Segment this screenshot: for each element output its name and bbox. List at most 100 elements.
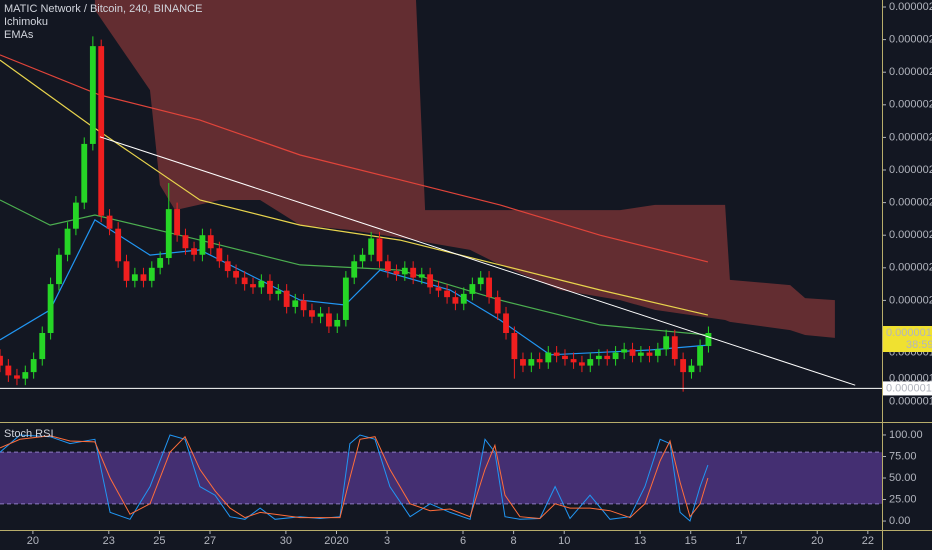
candle-body (174, 209, 181, 236)
x-tick-label: 20 (811, 535, 823, 547)
candle-body (148, 267, 155, 281)
candle-body (477, 277, 484, 285)
candle-body (216, 248, 223, 262)
indicator-label: Ichimoku (4, 16, 48, 28)
candle-body (56, 254, 62, 285)
candle-body (562, 355, 568, 360)
symbol-title: MATIC Network / Bitcoin, 240, BINANCE (4, 3, 202, 15)
candle-body (47, 284, 54, 334)
candle-body (317, 313, 324, 317)
candle-body (705, 333, 712, 347)
candle-body (621, 349, 628, 353)
ema-line (0, 199, 708, 336)
x-tick-label: 25 (153, 535, 165, 547)
x-tick-label: 22 (862, 535, 874, 547)
candle-body (39, 333, 46, 360)
candle-body (300, 300, 307, 311)
candle-body (165, 209, 172, 259)
price-pane (0, 0, 882, 392)
candle-body (511, 333, 518, 360)
candle-body (553, 352, 560, 356)
y-tick-label: 75.00 (889, 450, 917, 462)
y-tick-label: 0.00 (889, 515, 910, 527)
candle-body (486, 277, 492, 298)
candle-body (587, 359, 594, 366)
stoch-line (0, 435, 709, 520)
indicator-label: EMAs (4, 29, 34, 41)
candle-body (671, 336, 678, 360)
hline-label-box (883, 381, 932, 396)
y-tick-label: 0.00000260 (889, 99, 932, 111)
candle-body (275, 290, 282, 294)
x-tick-label: 6 (460, 535, 466, 547)
x-tick-label: 20 (27, 535, 39, 547)
candle-body (545, 352, 552, 363)
candle-body (393, 271, 400, 275)
x-tick-label: 3 (384, 535, 390, 547)
candle-body (654, 349, 661, 356)
candle-body (98, 46, 105, 216)
candle-body (435, 287, 442, 291)
price-labels: 0.000001840.000001760.000001690.00000173… (883, 326, 932, 407)
ichimoku-cloud (94, 0, 835, 338)
candle-body (579, 362, 585, 366)
candle-body (520, 359, 526, 366)
candle-body (629, 349, 636, 356)
y-tick-label: 0.00000210 (889, 262, 932, 274)
candle-body (250, 284, 256, 288)
last-price-box (883, 326, 932, 353)
price-label: 0.00000169 (889, 395, 932, 407)
candle-body (359, 254, 366, 262)
y-tick-label: 100.00 (889, 429, 923, 441)
candle-body (637, 352, 644, 356)
candle-body (22, 372, 29, 379)
y-tick-label: 0.00000240 (889, 164, 932, 176)
x-tick-label: 8 (511, 535, 517, 547)
candle-body (368, 238, 375, 255)
axes: 0.00000290 0.00000280 0.00000270 0.00000260… (27, 1, 932, 547)
candle-body (0, 355, 3, 366)
x-tick-label: 27 (204, 535, 216, 547)
x-tick-label: 13 (634, 535, 646, 547)
candle-body (384, 261, 391, 272)
candle-body (309, 310, 315, 317)
countdown-label: 38:59 (906, 339, 932, 351)
x-tick-label: 30 (280, 535, 292, 547)
candle-body (191, 248, 197, 255)
candle-body (182, 235, 189, 249)
candle-body (157, 258, 164, 268)
candle-body (376, 238, 383, 262)
candle-body (72, 202, 79, 229)
candle-body (680, 359, 687, 373)
candle-body (494, 297, 501, 314)
stoch-line (0, 434, 709, 522)
candle-body (233, 271, 239, 278)
candle-body (570, 359, 577, 363)
candle-body (469, 284, 476, 294)
stoch-pane (0, 434, 882, 522)
y-tick-label: 0.00000250 (889, 131, 932, 143)
candle-body (5, 365, 12, 376)
candle-body (325, 313, 332, 327)
candle-body (89, 46, 96, 144)
candle-body (418, 274, 425, 278)
candle-body (503, 313, 509, 334)
candle-body (342, 277, 349, 320)
ema-line (0, 54, 709, 263)
candle-body (401, 267, 408, 275)
candle-body (334, 319, 341, 327)
candle-body (64, 228, 71, 255)
ema-line (0, 59, 709, 316)
candle-body (115, 228, 122, 262)
y-tick-label: 25.00 (889, 493, 917, 505)
y-tick-label: 0.00000280 (889, 34, 932, 46)
y-tick-label: 0.00000270 (889, 66, 932, 78)
candle-body (207, 235, 214, 249)
y-tick-label: 0.00000290 (889, 1, 932, 13)
candle-body (30, 359, 37, 373)
stoch-band (0, 452, 882, 504)
candle-body (604, 355, 611, 360)
candle-body (14, 375, 20, 379)
